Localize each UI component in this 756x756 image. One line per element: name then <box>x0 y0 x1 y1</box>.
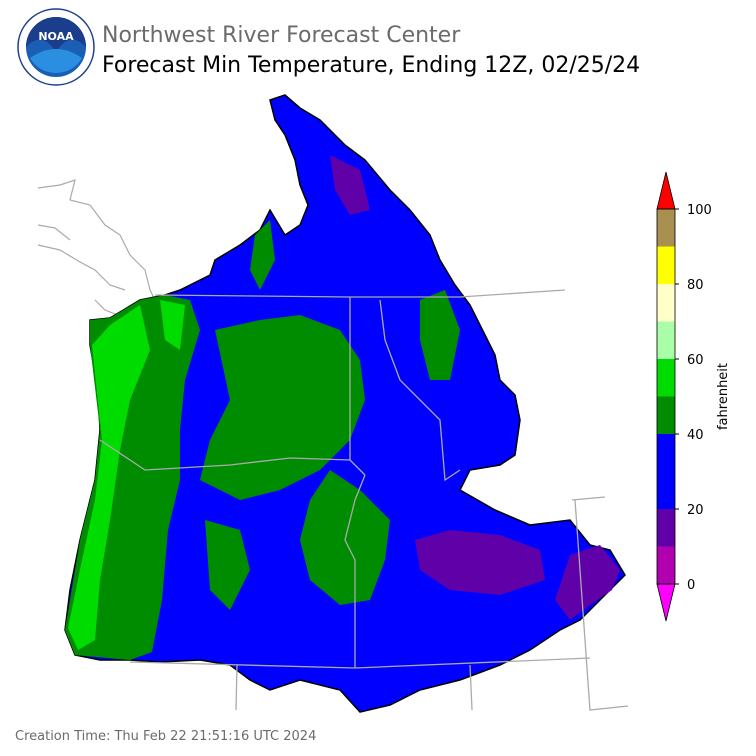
colorbar-segment <box>657 471 675 509</box>
colorbar-segment <box>657 546 675 584</box>
colorbar-label: fahrenheit <box>716 363 731 430</box>
colorbar-tick-label: 0 <box>687 578 695 593</box>
colorbar-over <box>656 171 676 210</box>
creation-time: Creation Time: Thu Feb 22 21:51:16 UTC 2… <box>15 729 316 744</box>
colorbar-tick-label: 40 <box>687 428 704 443</box>
colorbar-tick-label: 80 <box>687 278 704 293</box>
bright-green-areas <box>68 300 185 650</box>
colorbar-under <box>656 583 676 622</box>
colorbar-segment <box>657 434 675 472</box>
colorbar: 0 20 40 60 80 100 fahrenheit <box>656 171 731 622</box>
logo-text: NOAA <box>38 30 74 43</box>
colorbar-tick-label: 20 <box>687 503 704 518</box>
colorbar-segment <box>657 359 675 397</box>
title: Forecast Min Temperature, Ending 12Z, 02… <box>102 53 640 78</box>
state-lines <box>99 289 629 711</box>
colorbar-tick-label: 60 <box>687 353 704 368</box>
noaa-logo: NOAA <box>17 8 95 86</box>
colorbar-frame <box>656 208 676 585</box>
colorbar-segment <box>657 321 675 359</box>
colorbar-segment <box>657 509 675 547</box>
colorbar-segment <box>657 284 675 322</box>
purple-areas <box>330 155 620 620</box>
colorbar-segment <box>657 246 675 284</box>
agency: Northwest River Forecast Center <box>102 23 461 48</box>
colorbar-segment <box>657 396 675 434</box>
colorbar-tick-label: 100 <box>687 203 712 218</box>
colorbar-segment <box>657 209 675 247</box>
